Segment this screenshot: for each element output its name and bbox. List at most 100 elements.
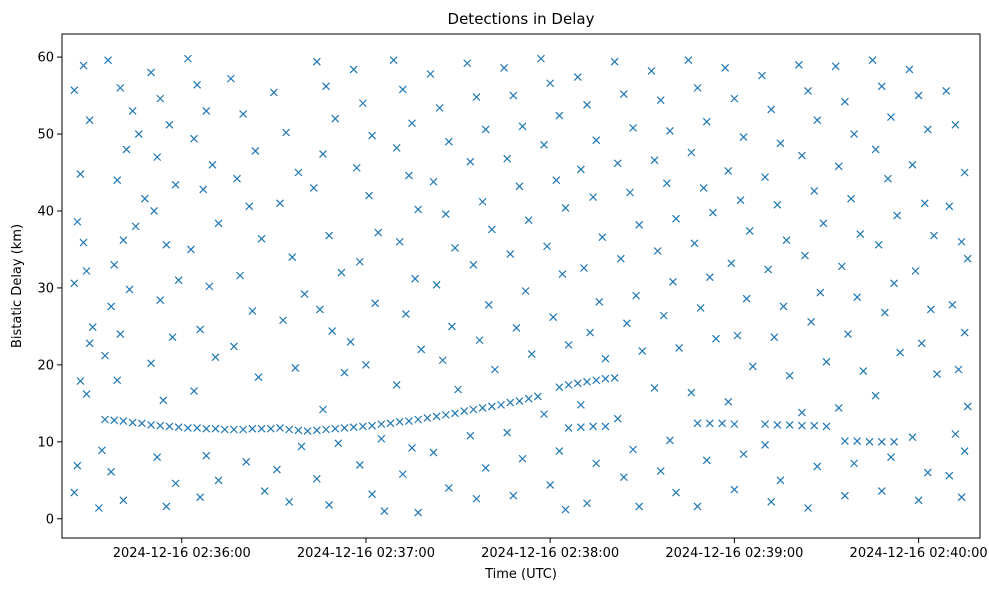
data-point (174, 276, 183, 285)
data-point (690, 239, 699, 248)
data-point (810, 421, 819, 430)
data-point (779, 302, 788, 311)
data-point (739, 133, 748, 142)
data-point (705, 419, 714, 428)
data-point (583, 499, 591, 508)
plot-frame (61, 33, 981, 539)
data-point (687, 148, 696, 157)
data-point (583, 377, 591, 386)
data-point (205, 282, 214, 291)
data-point (147, 420, 155, 429)
data-point (576, 165, 585, 174)
data-point (429, 448, 438, 457)
data-point (266, 424, 275, 433)
data-point (555, 111, 564, 120)
data-point (190, 387, 198, 395)
data-point (626, 188, 634, 197)
data-point (963, 402, 972, 411)
data-point (147, 68, 155, 77)
data-point (945, 471, 954, 480)
data-point (629, 445, 637, 454)
data-point (300, 290, 309, 299)
y-tick-label: 60 (37, 51, 54, 66)
data-point (665, 127, 674, 135)
data-point (761, 440, 770, 449)
data-point (540, 410, 548, 419)
data-point (414, 205, 423, 214)
data-point (414, 415, 423, 424)
data-point (871, 391, 880, 400)
data-point (736, 196, 745, 205)
data-point (365, 191, 373, 200)
data-point (521, 287, 530, 295)
data-point (506, 250, 515, 258)
data-point (352, 163, 361, 172)
data-point (712, 334, 720, 343)
data-point (595, 297, 604, 306)
data-point (804, 87, 812, 95)
data-point (684, 56, 693, 65)
data-point (119, 496, 128, 505)
data-point (466, 431, 475, 440)
data-point (70, 488, 79, 497)
data-point (506, 398, 515, 407)
data-point (515, 397, 524, 405)
data-point (957, 237, 966, 246)
data-point (960, 328, 969, 337)
data-point (619, 90, 628, 98)
data-point (871, 145, 880, 154)
data-point (926, 305, 935, 314)
data-point (960, 447, 969, 455)
data-point (478, 404, 487, 412)
data-point (610, 374, 619, 382)
data-point (183, 424, 192, 432)
data-point (447, 322, 456, 331)
data-point (533, 392, 542, 401)
data-point (702, 456, 711, 465)
data-point (309, 183, 318, 192)
data-point (168, 333, 177, 342)
data-point (239, 425, 248, 434)
data-point (524, 216, 533, 225)
data-point (165, 422, 174, 431)
data-point (408, 119, 416, 128)
data-point (104, 56, 112, 65)
x-tick-label: 2024-12-16 02:38:00 (481, 546, 619, 561)
data-point (389, 56, 398, 65)
data-point (107, 302, 116, 311)
data-point (537, 54, 545, 63)
data-point (822, 422, 831, 431)
data-point (816, 288, 825, 297)
data-point (500, 63, 509, 72)
data-point (325, 231, 334, 240)
data-point (368, 490, 377, 499)
data-point (647, 67, 656, 75)
data-point (208, 160, 217, 169)
data-point (951, 120, 960, 129)
data-point (405, 417, 413, 425)
data-point (490, 365, 499, 374)
data-point (233, 174, 241, 183)
data-point (837, 262, 846, 271)
data-point (515, 182, 524, 191)
x-tick-label: 2024-12-16 02:39:00 (665, 546, 803, 561)
data-point (312, 57, 321, 66)
data-point (564, 380, 573, 389)
data-point (214, 476, 223, 485)
data-point (702, 117, 711, 126)
data-point (85, 339, 94, 348)
data-point (914, 91, 923, 100)
data-point (337, 268, 346, 277)
data-point (392, 143, 401, 152)
data-point (128, 418, 137, 427)
data-point (840, 491, 849, 500)
data-point (589, 193, 598, 202)
data-point (451, 243, 459, 252)
y-tick-label: 0 (46, 512, 54, 527)
data-point (945, 202, 954, 211)
x-tick-label: 2024-12-16 02:36:00 (113, 546, 251, 561)
x-axis: 2024-12-16 02:36:00 2024-12-16 02:37:00 20… (113, 538, 988, 561)
data-point (202, 424, 211, 433)
data-point (73, 217, 82, 226)
